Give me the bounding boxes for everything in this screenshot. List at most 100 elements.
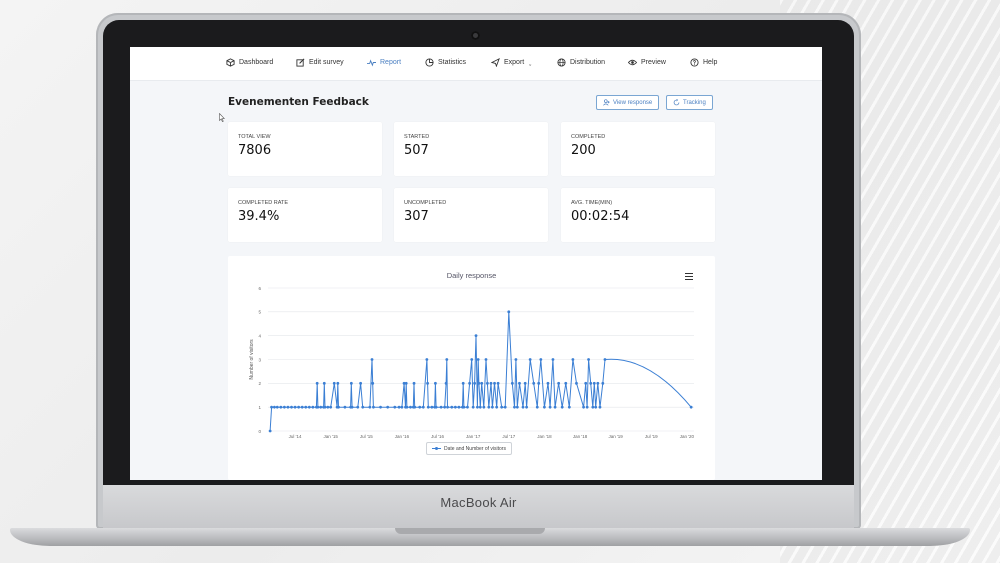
data-point bbox=[503, 405, 507, 409]
data-point bbox=[322, 381, 326, 385]
data-point bbox=[525, 405, 528, 409]
data-point bbox=[461, 381, 465, 385]
data-point bbox=[528, 358, 532, 361]
data-point bbox=[496, 381, 500, 385]
stat-value: 200 bbox=[571, 143, 596, 158]
stat-card-avg-time: AVG. TIME(MIN) 00:02:54 bbox=[561, 188, 715, 242]
data-point bbox=[489, 381, 493, 385]
nav-preview[interactable]: Preview bbox=[628, 58, 666, 67]
app-screen: Dashboard Edit survey Report Statistics … bbox=[130, 47, 822, 480]
data-point bbox=[521, 405, 525, 409]
camera-icon bbox=[471, 31, 480, 40]
chart-canvas: 0 1 2 3 4 5 6 Jul '14 Jan '15 Jul '15 Jan '16 Jul '… bbox=[249, 286, 695, 439]
top-navbar: Dashboard Edit survey Report Statistics … bbox=[130, 47, 822, 81]
data-point bbox=[560, 405, 564, 409]
data-point bbox=[476, 358, 480, 361]
data-point bbox=[487, 405, 491, 409]
laptop-chin bbox=[103, 485, 854, 528]
stat-value: 39.4% bbox=[238, 209, 280, 224]
data-point bbox=[462, 405, 466, 409]
stat-value: 307 bbox=[404, 209, 429, 224]
series-curve bbox=[604, 358, 692, 408]
data-point bbox=[543, 405, 546, 409]
data-point bbox=[393, 405, 397, 409]
view-response-button[interactable]: View response bbox=[596, 95, 660, 110]
data-point bbox=[329, 405, 333, 409]
data-point bbox=[473, 381, 476, 385]
data-point bbox=[370, 358, 374, 361]
nav-statistics[interactable]: Statistics bbox=[425, 58, 466, 67]
data-point bbox=[300, 405, 304, 409]
nav-report[interactable]: Report bbox=[367, 58, 401, 67]
chart-legend[interactable]: Date and Number of visitors bbox=[426, 442, 512, 455]
data-point bbox=[453, 405, 457, 409]
x-tick-label: Jul '17 bbox=[502, 434, 515, 439]
stat-card-total-view: TOTAL VIEW 7806 bbox=[228, 122, 382, 176]
data-point bbox=[507, 310, 511, 314]
data-point bbox=[372, 405, 375, 409]
data-point bbox=[293, 405, 297, 409]
nav-label: Preview bbox=[641, 59, 666, 66]
data-point bbox=[332, 381, 336, 385]
laptop-base bbox=[10, 528, 970, 546]
stat-card-completed-rate: COMPLETED RATE 39.4% bbox=[228, 188, 382, 242]
data-point bbox=[477, 381, 481, 385]
tracking-label: Tracking bbox=[683, 99, 706, 106]
device-brand: MacBook Air bbox=[440, 495, 517, 510]
nav-label: Export bbox=[504, 59, 525, 66]
nav-label: Distribution bbox=[570, 59, 606, 66]
data-point bbox=[343, 405, 347, 409]
data-point bbox=[336, 381, 340, 385]
data-point bbox=[434, 405, 438, 409]
eye-icon bbox=[628, 59, 637, 66]
x-tick-label: Jul '15 bbox=[360, 434, 373, 439]
data-point bbox=[446, 405, 449, 409]
data-point bbox=[548, 405, 552, 409]
data-point bbox=[518, 381, 521, 385]
nav-distribution[interactable]: Distribution bbox=[557, 58, 605, 67]
data-point bbox=[426, 381, 429, 385]
data-point bbox=[425, 358, 429, 361]
data-point bbox=[510, 381, 514, 385]
nav-edit-survey[interactable]: Edit survey bbox=[296, 58, 344, 67]
user-plus-icon bbox=[603, 99, 610, 106]
nav-help[interactable]: Help bbox=[690, 58, 717, 67]
data-point bbox=[379, 405, 382, 409]
x-tick-label: Jan '17 bbox=[466, 434, 481, 439]
data-point bbox=[470, 358, 474, 361]
x-tick-label: Jan '19 bbox=[608, 434, 623, 439]
help-icon bbox=[690, 58, 699, 67]
data-point bbox=[490, 405, 494, 409]
data-point bbox=[405, 405, 409, 409]
laptop-notch bbox=[395, 528, 545, 534]
data-point bbox=[349, 381, 353, 385]
y-tick-label: 3 bbox=[258, 357, 261, 362]
data-point bbox=[275, 405, 279, 409]
data-point bbox=[539, 358, 543, 361]
data-point bbox=[587, 358, 590, 361]
data-point bbox=[319, 405, 323, 409]
cube-icon bbox=[226, 58, 235, 67]
hamburger-menu-icon[interactable] bbox=[685, 273, 693, 281]
nav-export[interactable]: Export ⌃ bbox=[491, 58, 532, 67]
stat-card-started: STARTED 507 bbox=[394, 122, 548, 176]
data-point bbox=[359, 381, 363, 385]
data-point bbox=[286, 405, 290, 409]
tracking-button[interactable]: Tracking bbox=[666, 95, 713, 110]
data-point bbox=[386, 405, 390, 409]
data-point bbox=[515, 405, 519, 409]
data-point bbox=[400, 405, 404, 409]
data-point bbox=[468, 381, 472, 385]
data-point bbox=[567, 405, 571, 409]
data-point bbox=[596, 381, 600, 385]
data-point bbox=[297, 405, 301, 409]
data-point bbox=[471, 405, 475, 409]
data-point bbox=[601, 381, 605, 385]
data-point bbox=[368, 405, 372, 409]
data-point bbox=[290, 405, 293, 409]
nav-dashboard[interactable]: Dashboard bbox=[226, 58, 273, 67]
stat-label: TOTAL VIEW bbox=[238, 134, 271, 140]
data-point bbox=[589, 381, 593, 385]
data-point bbox=[270, 405, 273, 409]
stat-label: STARTED bbox=[404, 134, 430, 140]
